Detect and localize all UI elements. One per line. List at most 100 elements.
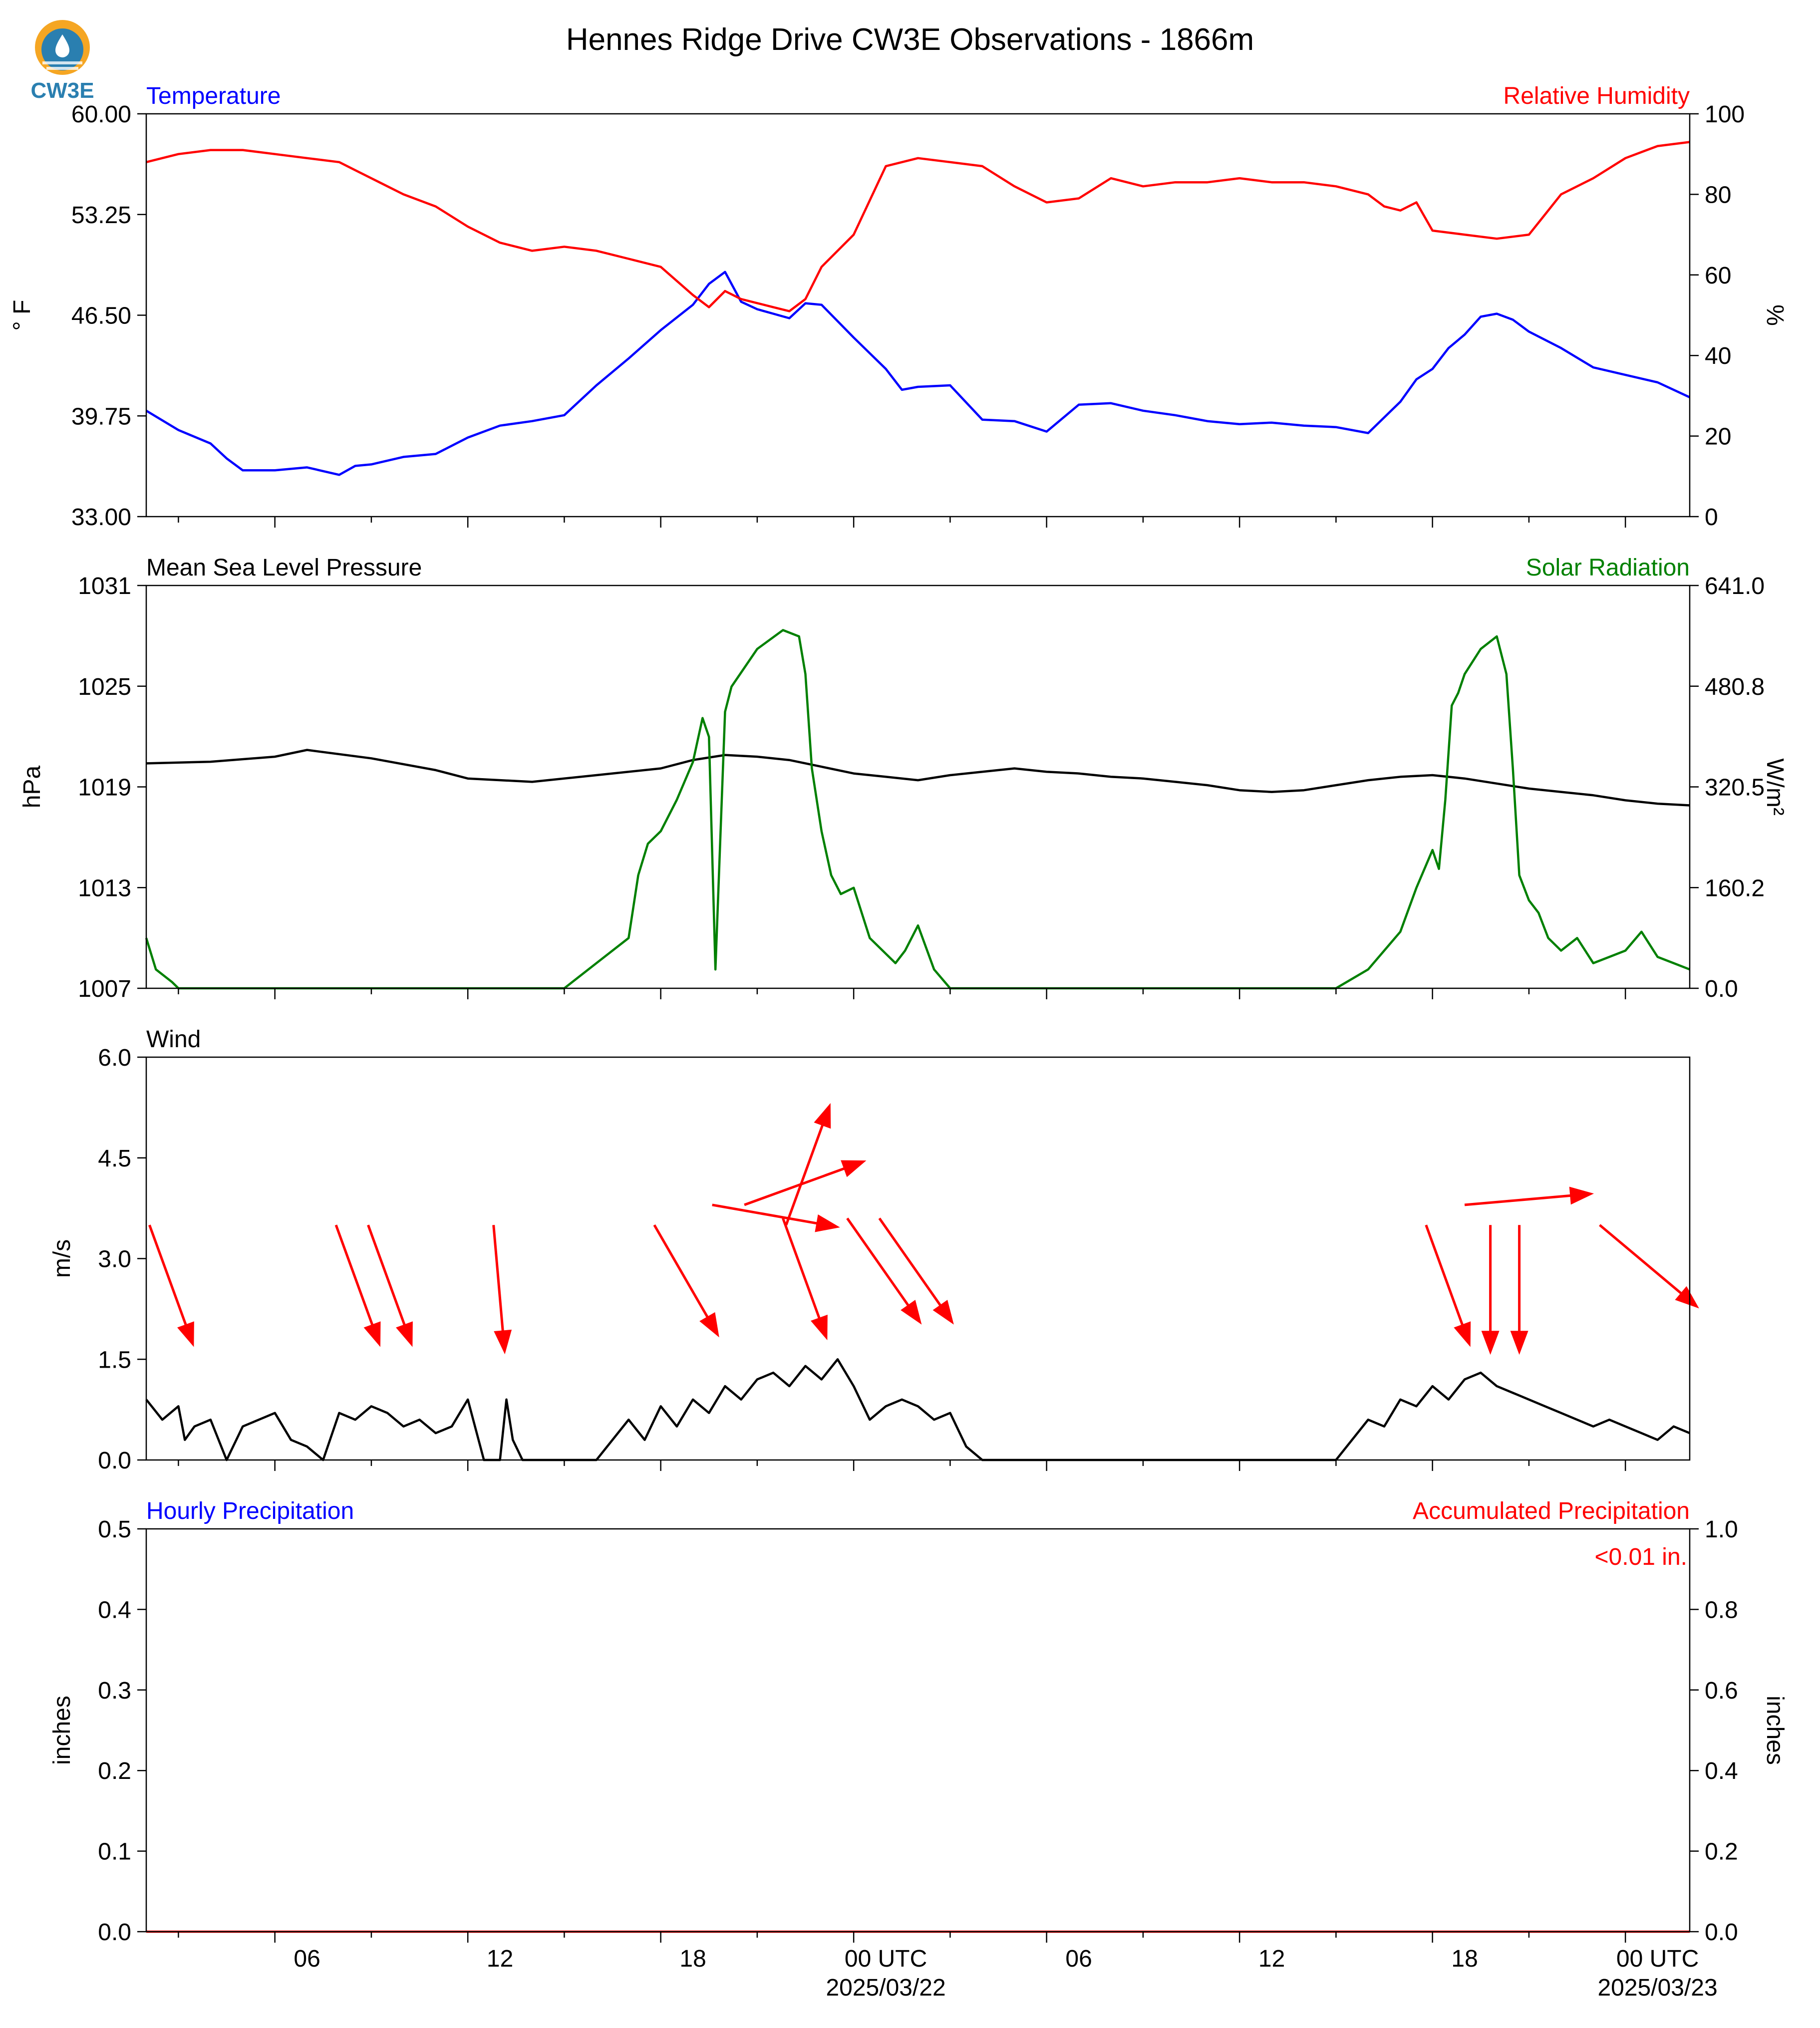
y-tick-label-right: 0.6 — [1705, 1678, 1738, 1704]
x-tick-label: 00 UTC — [845, 1946, 927, 1972]
y-tick-label-right: 0.0 — [1705, 976, 1738, 1002]
y-tick-label-left: 1013 — [78, 875, 131, 901]
panel-frame — [145, 1528, 1691, 1933]
panel-right-label: Accumulated Precipitation — [1413, 1498, 1690, 1524]
panel-left-label: Wind — [146, 1026, 201, 1053]
wind-arrow-head — [1675, 1286, 1699, 1309]
y-tick-label-left: 1.5 — [98, 1347, 131, 1373]
series-line-wind — [145, 1358, 1690, 1461]
panel-left-label: Temperature — [146, 83, 281, 109]
y-tick-label-right: 1.0 — [1705, 1516, 1738, 1543]
y-tick-label-left: 0.3 — [98, 1678, 131, 1704]
wind-arrow-head — [1454, 1321, 1471, 1347]
series-line-relative-humidity — [146, 141, 1690, 312]
x-tick-label: 00 UTC — [1616, 1946, 1699, 1972]
y-tick-label-left: 0.2 — [98, 1758, 131, 1784]
panel-right-label: Relative Humidity — [1504, 83, 1690, 109]
wind-arrow-shaft — [653, 1224, 713, 1325]
y-tick-label-left: 0.4 — [98, 1597, 131, 1623]
wind-arrow-head — [841, 1160, 867, 1177]
panel-right-label: Solar Radiation — [1526, 555, 1690, 581]
accumulated-total-annotation: <0.01 in. — [1595, 1544, 1687, 1570]
wind-arrow-head — [1481, 1331, 1500, 1355]
panels: 33.00 39.75 46.50 53.25 60.00 0 20 40 60 80 100 Tem… — [9, 83, 1788, 2001]
y-axis-label-right: W/m² — [1762, 758, 1788, 816]
y-tick-label-left: 0.0 — [98, 1448, 131, 1474]
series-line-solar-radiation — [145, 629, 1690, 990]
wind-arrow-head — [814, 1103, 831, 1129]
y-tick-label-right: 320.5 — [1705, 775, 1765, 801]
x-date-label: 2025/03/23 — [1597, 1975, 1717, 2001]
y-tick-label-right: 160.2 — [1705, 875, 1765, 901]
wind-arrow-shaft — [334, 1224, 377, 1334]
wind-arrow-shaft — [878, 1217, 946, 1313]
y-axis-label-right: inches — [1762, 1696, 1788, 1765]
cw3e-logo: CW3E — [27, 17, 97, 105]
y-tick-label-right: 60 — [1705, 263, 1731, 289]
wind-arrow-shaft — [1599, 1224, 1689, 1300]
y-axis-label-left: inches — [49, 1696, 75, 1765]
series-line-mean-sea-level-pressure — [146, 749, 1690, 807]
wind-arrow-head — [699, 1312, 719, 1338]
x-date-label: 2025/03/22 — [826, 1975, 945, 2001]
y-tick-label-left: 53.25 — [71, 202, 131, 229]
wind-arrow-shaft — [1425, 1224, 1467, 1334]
y-axis-label-left: m/s — [49, 1239, 75, 1278]
wind-arrow-head — [363, 1321, 381, 1347]
y-tick-label-right: 0 — [1705, 504, 1718, 531]
y-tick-label-right: 0.8 — [1705, 1597, 1738, 1623]
y-tick-label-left: 39.75 — [71, 403, 131, 430]
y-tick-label-right: 100 — [1705, 101, 1745, 128]
y-tick-label-right: 641.0 — [1705, 573, 1765, 599]
y-tick-label-left: 60.00 — [71, 101, 131, 128]
panel-left-label: Hourly Precipitation — [146, 1498, 354, 1524]
wind-arrow-shaft — [1464, 1193, 1579, 1206]
y-tick-label-left: 1025 — [78, 674, 131, 700]
wind-arrow-shaft — [367, 1224, 409, 1334]
wind-arrow-shaft — [785, 1117, 827, 1226]
y-axis-label-left: ° F — [9, 300, 35, 331]
y-axis-label-left: hPa — [19, 765, 45, 808]
figure-title: Hennes Ridge Drive CW3E Observations - 1… — [566, 22, 1254, 57]
x-tick-label: 18 — [1451, 1946, 1478, 1972]
y-tick-label-left: 33.00 — [71, 504, 131, 531]
panel-4: 0.0 0.1 0.2 0.3 0.4 0.5 0.0 0.2 0.4 0.6 0.8 1.0 Hour… — [49, 1498, 1788, 1946]
wind-arrow-shaft — [712, 1203, 826, 1226]
y-axis-label-right: % — [1762, 304, 1788, 326]
y-tick-label-left: 0.0 — [98, 1919, 131, 1946]
x-tick-label: 06 — [1065, 1946, 1092, 1972]
x-tick-label: 12 — [1258, 1946, 1285, 1972]
wind-arrow-head — [1569, 1186, 1594, 1205]
series-line-temperature — [145, 271, 1690, 476]
x-tick-label: 12 — [487, 1946, 513, 1972]
wind-arrow-head — [932, 1300, 954, 1325]
wind-arrow-shaft — [846, 1217, 914, 1313]
y-tick-label-left: 46.50 — [71, 303, 131, 329]
panel-1: 33.00 39.75 46.50 53.25 60.00 0 20 40 60 80 100 Tem… — [9, 83, 1788, 531]
wind-arrow-head — [901, 1300, 922, 1325]
panel-2: 1007 1013 1019 1025 1031 0.0 160.2 320.5 480.8 64… — [19, 555, 1788, 1002]
cw3e-logo-text: CW3E — [30, 78, 94, 103]
wind-arrow-shaft — [492, 1225, 505, 1340]
y-tick-label-left: 1019 — [78, 775, 131, 801]
wind-arrow-head — [494, 1329, 512, 1355]
x-tick-label: 18 — [679, 1946, 706, 1972]
y-tick-label-left: 0.1 — [98, 1839, 131, 1865]
y-tick-label-right: 0.0 — [1705, 1919, 1738, 1946]
wind-arrow-head — [177, 1321, 194, 1347]
y-tick-label-left: 1031 — [78, 573, 131, 599]
wind-arrow-head — [396, 1321, 413, 1347]
panel-3: 0.0 1.5 3.0 4.5 6.0 Wind m/s — [49, 1026, 1699, 1474]
y-tick-label-right: 80 — [1705, 182, 1731, 208]
y-tick-label-right: 20 — [1705, 424, 1731, 450]
wind-arrow-shaft — [782, 1217, 824, 1327]
y-tick-label-left: 6.0 — [98, 1045, 131, 1071]
y-tick-label-right: 480.8 — [1705, 674, 1765, 700]
wind-arrow-head — [815, 1214, 840, 1232]
panel-left-label: Mean Sea Level Pressure — [146, 555, 422, 581]
y-tick-label-left: 3.0 — [98, 1246, 131, 1273]
cw3e-logo-icon — [35, 20, 90, 75]
wind-arrow-head — [1510, 1331, 1528, 1355]
